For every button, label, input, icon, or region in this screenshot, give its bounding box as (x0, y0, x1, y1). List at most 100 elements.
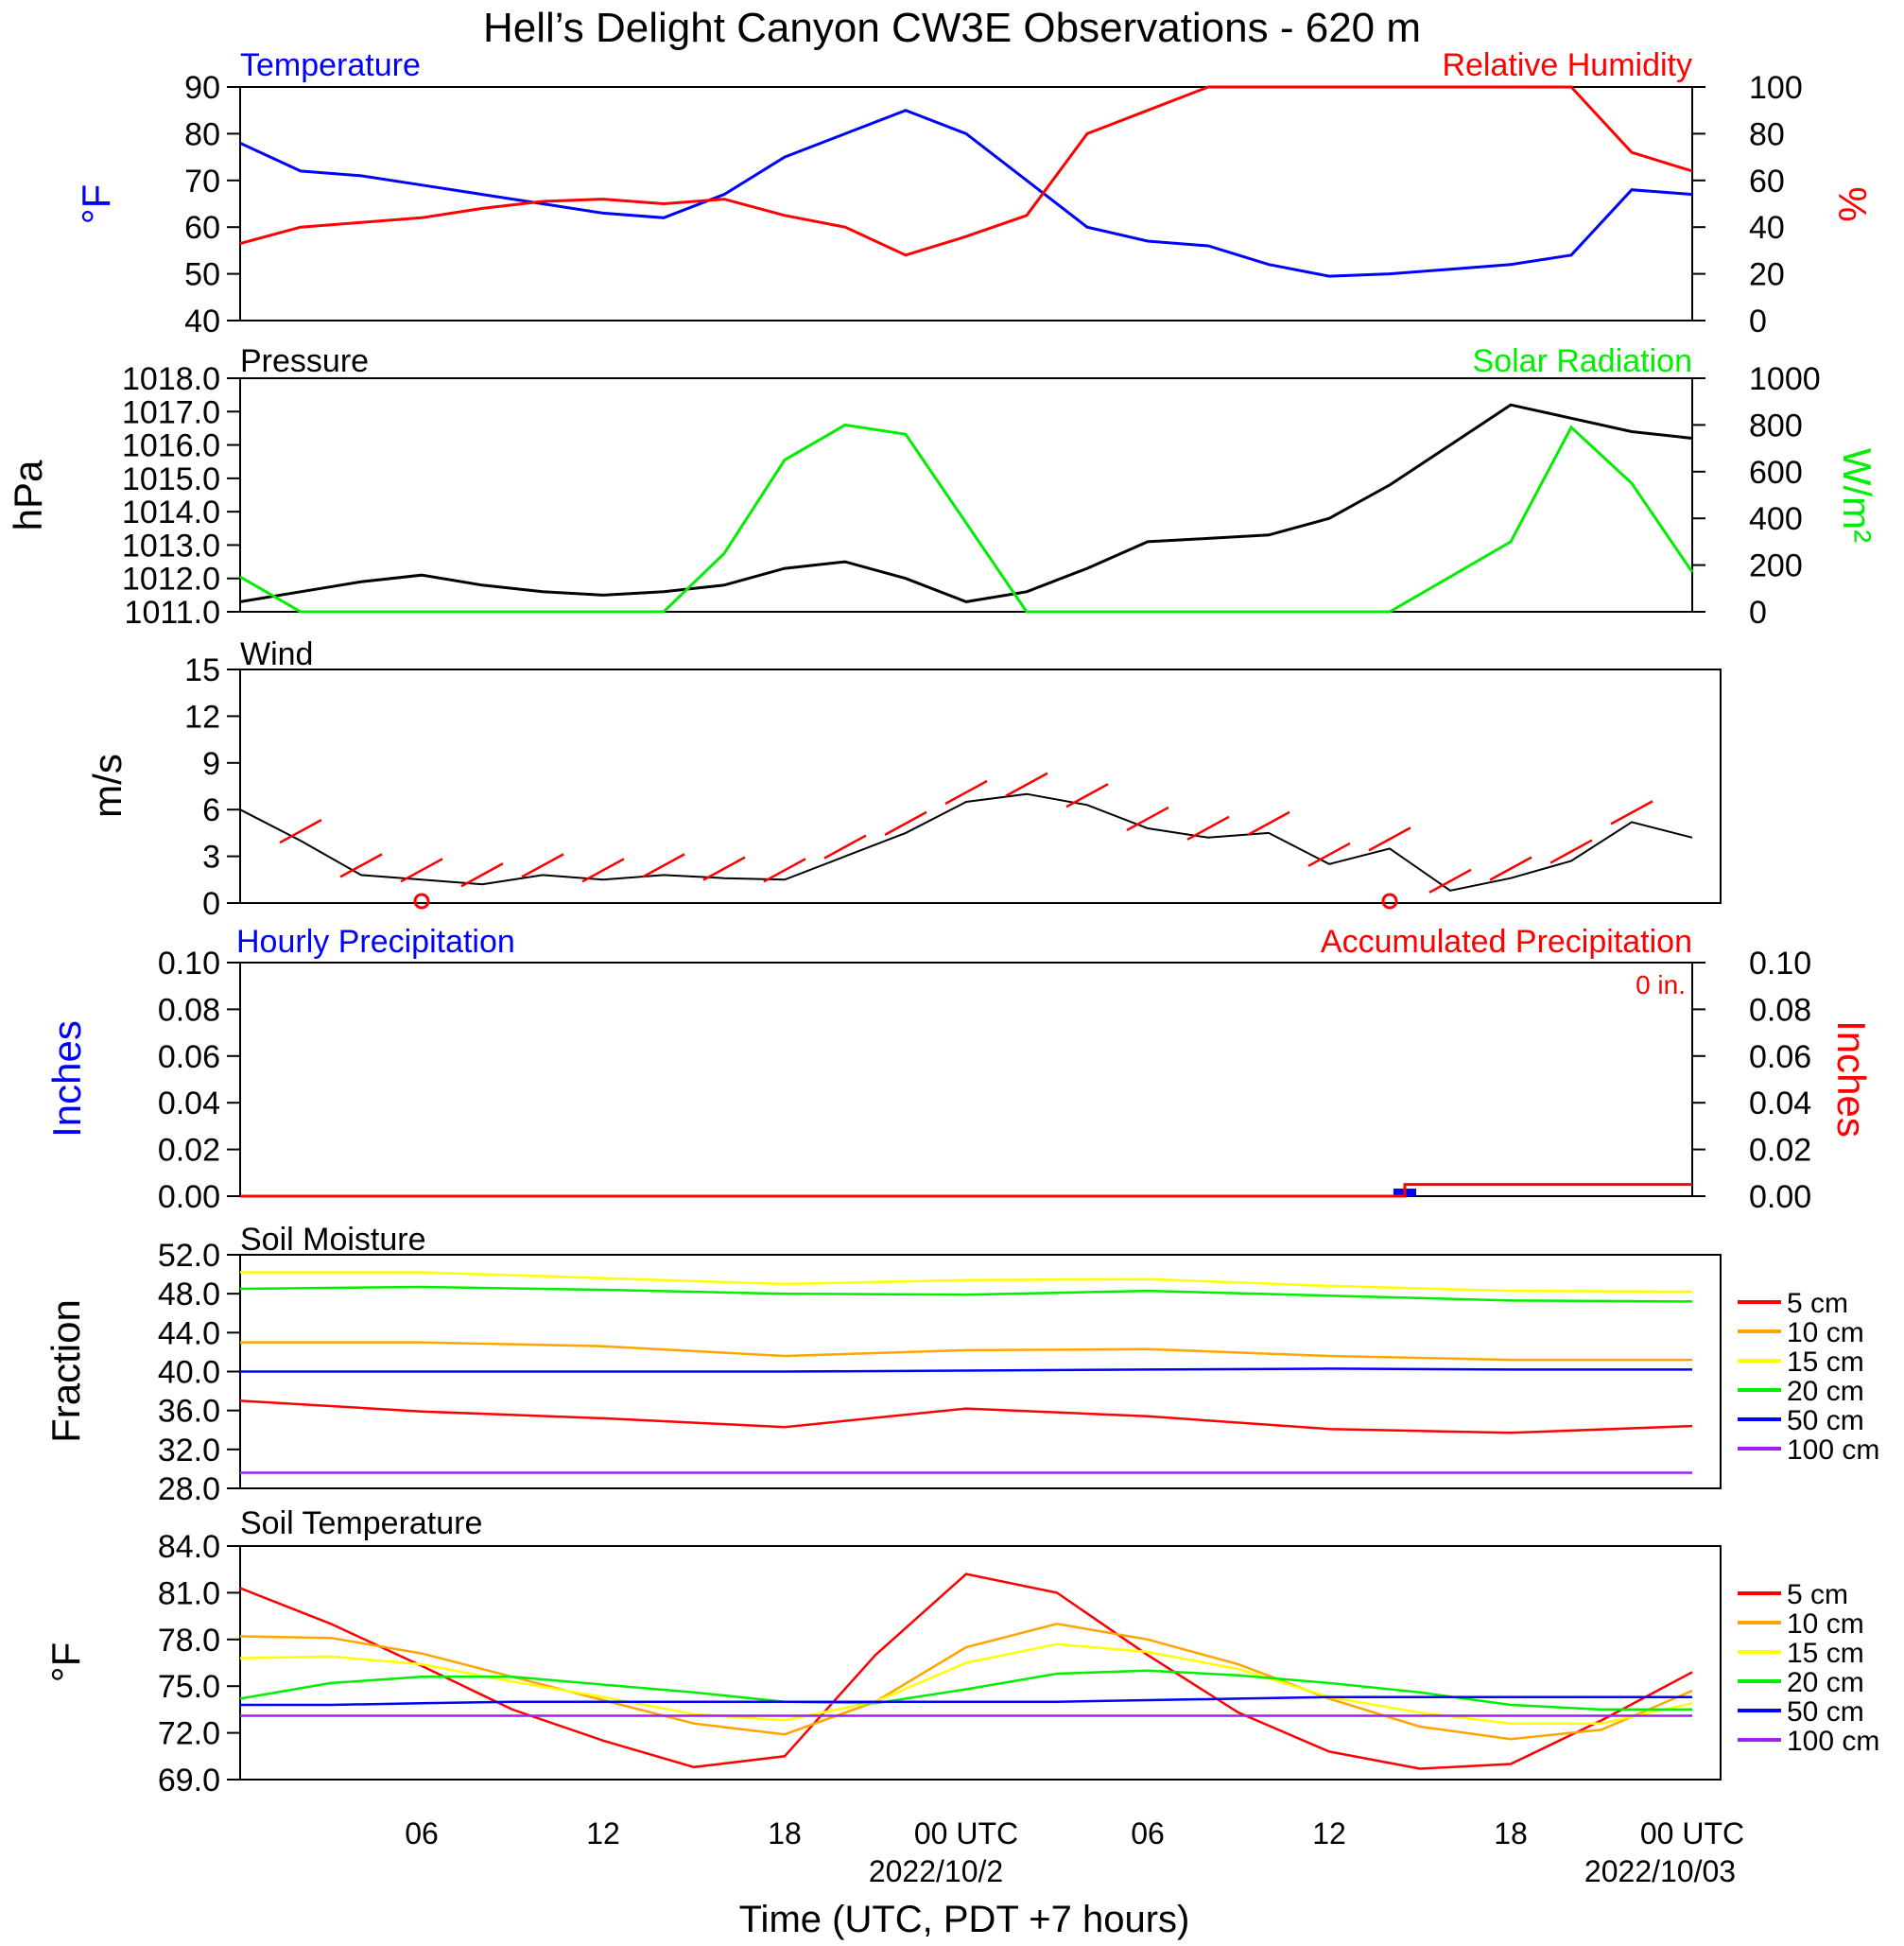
y-tick-label: 1018.0 (122, 361, 220, 397)
x-axis-label: Time (UTC, PDT +7 hours) (739, 1899, 1190, 1940)
y-tick-label: 9 (202, 746, 220, 782)
soil-temperature-plot-area (239, 1572, 1693, 1770)
y-tick-label: 40.0 (158, 1355, 220, 1391)
figure-title: Hell’s Delight Canyon CW3E Observations … (483, 5, 1421, 51)
panel-frame (239, 86, 1693, 321)
legend-label: 50 cm (1787, 1405, 1864, 1436)
y-tick-label: 78.0 (158, 1623, 220, 1659)
y-tick-label: 0.06 (158, 1039, 220, 1075)
wind-barb (823, 834, 867, 860)
y-tick-label: 60 (184, 210, 220, 246)
y-tick-label: 36.0 (158, 1394, 220, 1430)
wind-barb (1247, 810, 1290, 836)
legend-label: 50 cm (1787, 1696, 1864, 1728)
legend-label: 10 cm (1787, 1317, 1864, 1348)
y-tick-label: 69.0 (158, 1763, 220, 1798)
panel-precipitation: Hourly Precipitation Accumulated Precipi… (44, 924, 1874, 1215)
y-tick-label: 81.0 (158, 1575, 220, 1611)
panel-soil-moisture: Soil Moisture Fraction 52.048.044.040.03… (43, 1222, 1879, 1507)
panel-frame (239, 962, 1693, 1197)
y-tick-label: 0 (1749, 304, 1767, 339)
y-tick-label: 44.0 (158, 1315, 220, 1351)
y-tick-label: 80 (1749, 116, 1785, 152)
humidity-title: Relative Humidity (1442, 47, 1692, 83)
temperature-unit: °F (74, 184, 118, 224)
soil-moisture-ticks: 52.048.044.0 40.036.032.028.0 (158, 1238, 240, 1507)
wind-barb (1610, 800, 1653, 825)
calm-wind-marker (1381, 893, 1398, 910)
legend-label: 15 cm (1787, 1638, 1864, 1669)
wind-barb (460, 862, 504, 888)
y-tick-label: 6 (202, 792, 220, 828)
y-tick-label: 12 (184, 699, 220, 735)
humidity-ticks: 100 80 60 40 20 0 (1692, 70, 1803, 339)
pressure-line (239, 403, 1693, 603)
x-tick-label: 06 (1131, 1816, 1165, 1850)
x-tick-label: 18 (1494, 1816, 1528, 1850)
y-tick-label: 0.10 (1749, 946, 1811, 982)
wind-barb (279, 819, 322, 844)
y-tick-label: 0.04 (158, 1086, 220, 1121)
wind-barb (521, 853, 564, 878)
soil-moisture-plot-area (239, 1271, 1693, 1474)
y-tick-label: 1014.0 (122, 495, 220, 530)
humidity-line (239, 85, 1693, 257)
y-tick-label: 1013.0 (122, 528, 220, 564)
soil-line-50-cm (240, 1695, 1692, 1707)
legend-label: 20 cm (1787, 1667, 1864, 1698)
y-tick-label: 0.00 (1749, 1179, 1811, 1215)
y-tick-label: 3 (202, 840, 220, 876)
humidity-unit: % (1830, 186, 1875, 221)
soil-moisture-unit: Fraction (43, 1299, 88, 1443)
panel-pressure-solar: Pressure Solar Radiation hPa W/m² 1018.0… (6, 343, 1879, 631)
y-tick-label: 40 (184, 304, 220, 339)
legend-label: 10 cm (1787, 1608, 1864, 1640)
x-tick-label: 12 (1312, 1816, 1346, 1850)
legend-label: 100 cm (1787, 1434, 1879, 1466)
y-tick-label: 400 (1749, 501, 1803, 537)
hourly-precip-ticks: 0.10 0.08 0.06 0.04 0.02 0.00 (158, 946, 240, 1215)
accum-precip-title: Accumulated Precipitation (1321, 924, 1692, 960)
temp-rh-plot-area (239, 85, 1693, 278)
y-tick-label: 0.10 (158, 946, 220, 982)
soil-line-15-cm (240, 1271, 1693, 1294)
soil-temperature-ticks: 84.0 81.0 78.0 75.0 72.0 69.0 (158, 1529, 240, 1798)
y-tick-label: 1017.0 (122, 394, 220, 430)
wind-barb (1489, 856, 1532, 881)
wind-barb (1307, 842, 1351, 867)
wind-ticks: 15 12 9 6 3 0 (184, 652, 240, 922)
date-label-2: 2022/10/03 (1584, 1854, 1736, 1888)
soil-temperature-title: Soil Temperature (240, 1505, 482, 1541)
y-tick-label: 1012.0 (122, 562, 220, 598)
solar-title: Solar Radiation (1473, 343, 1692, 379)
wind-barb (884, 810, 927, 836)
wind-barb (702, 856, 746, 881)
soil-moisture-title: Soil Moisture (240, 1222, 426, 1258)
temperature-ticks: 90 80 70 60 50 40 (184, 70, 240, 339)
panel-frame (239, 669, 1722, 904)
legend-label: 5 cm (1787, 1579, 1848, 1610)
y-tick-label: 28.0 (158, 1471, 220, 1507)
y-tick-label: 80 (184, 116, 220, 152)
y-tick-label: 1015.0 (122, 461, 220, 497)
y-tick-label: 1016.0 (122, 428, 220, 464)
y-tick-label: 0 (1749, 595, 1767, 631)
accum-precip-unit: Inches (1829, 1020, 1874, 1138)
solar-ticks: 1000 800 600 400 200 0 (1692, 361, 1821, 631)
panel-wind: Wind m/s 15 12 9 6 3 0 (85, 636, 1722, 922)
soil-line-5-cm (239, 1572, 1693, 1770)
y-tick-label: 200 (1749, 548, 1803, 584)
wind-barb (1428, 868, 1472, 894)
wind-unit: m/s (85, 754, 130, 818)
wind-barb (1126, 806, 1169, 832)
y-tick-label: 0.02 (158, 1133, 220, 1169)
soil-line-10-cm (240, 1341, 1692, 1362)
y-tick-label: 48.0 (158, 1277, 220, 1312)
legend-label: 20 cm (1787, 1376, 1864, 1407)
y-tick-label: 50 (184, 257, 220, 293)
soil-line-20-cm (239, 1285, 1693, 1303)
x-tick-label: 12 (586, 1816, 620, 1850)
y-tick-label: 75.0 (158, 1669, 220, 1705)
soil-line-5-cm (239, 1399, 1693, 1434)
calm-wind-marker (413, 893, 430, 910)
